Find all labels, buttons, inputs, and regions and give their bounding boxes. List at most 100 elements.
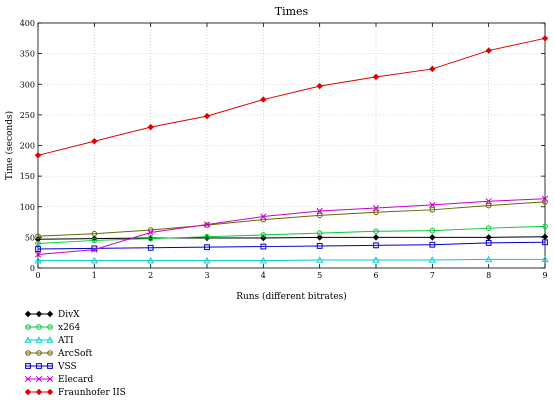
series-line-elecard bbox=[37, 198, 546, 256]
data-point-divx bbox=[260, 234, 267, 242]
chart-title: Times bbox=[275, 5, 309, 18]
legend-marker-elecard bbox=[46, 375, 54, 383]
data-point-fraunhofer-iis bbox=[34, 152, 42, 159]
data-point-elecard bbox=[91, 246, 98, 253]
legend-marker-arcsoft bbox=[36, 350, 42, 356]
x-tick-label: 1 bbox=[92, 271, 97, 280]
legend-marker-elecard bbox=[24, 375, 32, 383]
series-line-arcsoft bbox=[37, 201, 546, 237]
data-point-vss bbox=[147, 244, 154, 251]
y-tick-label: 300 bbox=[20, 80, 35, 89]
data-point-x264 bbox=[429, 227, 436, 234]
legend-label-ati: ATI bbox=[57, 336, 74, 346]
data-point-ati bbox=[90, 256, 98, 264]
data-point-divx bbox=[316, 234, 323, 241]
data-point-x264 bbox=[316, 230, 323, 236]
legend-label-elecard: Elecard bbox=[58, 375, 93, 385]
data-point-arcsoft bbox=[485, 202, 492, 209]
legend-label-x264: x264 bbox=[58, 323, 81, 333]
x-tick-label: 0 bbox=[35, 271, 40, 280]
x-tick-label: 9 bbox=[542, 271, 547, 280]
data-point-vss bbox=[316, 243, 323, 249]
legend-marker-x264 bbox=[25, 324, 31, 330]
data-point-fraunhofer-iis bbox=[485, 47, 492, 54]
x-tick-label: 3 bbox=[204, 271, 209, 280]
y-axis-label: Time (seconds) bbox=[4, 111, 15, 180]
x-tick-label: 6 bbox=[373, 271, 378, 280]
x-axis-label: Runs (different bitrates) bbox=[236, 291, 347, 302]
y-tick-label: 50 bbox=[25, 233, 35, 242]
legend-marker-fraunhofer-iis bbox=[46, 388, 54, 396]
data-point-elecard bbox=[316, 207, 323, 215]
data-point-fraunhofer-iis bbox=[91, 137, 98, 145]
legend-marker-elecard bbox=[35, 375, 43, 383]
data-point-elecard bbox=[541, 195, 549, 202]
data-point-fraunhofer-iis bbox=[541, 35, 549, 42]
data-point-arcsoft bbox=[429, 207, 436, 213]
y-tick-label: 0 bbox=[30, 264, 35, 273]
data-point-ati bbox=[428, 256, 436, 263]
data-point-vss bbox=[542, 239, 548, 246]
data-point-x264 bbox=[35, 240, 41, 247]
data-point-x264 bbox=[542, 223, 548, 230]
data-point-vss bbox=[204, 244, 210, 251]
data-point-x264 bbox=[204, 233, 210, 240]
series-line-fraunhofer-iis bbox=[37, 37, 546, 156]
data-point-vss bbox=[373, 242, 379, 249]
data-point-arcsoft bbox=[91, 230, 98, 237]
x-tick-label: 2 bbox=[148, 271, 153, 280]
series-line-ati bbox=[38, 258, 545, 262]
legend-marker-ati bbox=[24, 336, 32, 343]
data-point-arcsoft bbox=[316, 212, 323, 219]
data-point-x264 bbox=[260, 232, 267, 238]
data-point-fraunhofer-iis bbox=[316, 82, 323, 90]
data-point-elecard bbox=[429, 201, 436, 209]
series-line-x264 bbox=[37, 225, 546, 244]
data-point-elecard bbox=[203, 221, 211, 228]
legend-marker-divx bbox=[35, 310, 43, 318]
legend-label-vss: VSS bbox=[57, 362, 77, 372]
data-point-ati bbox=[34, 256, 42, 264]
series-line-divx bbox=[37, 236, 546, 240]
legend-marker-fraunhofer-iis bbox=[35, 388, 43, 396]
legend-marker-ati bbox=[46, 336, 54, 343]
y-tick-label: 150 bbox=[20, 172, 35, 181]
x-tick-label: 5 bbox=[317, 271, 322, 280]
x-tick-label: 7 bbox=[430, 271, 435, 280]
legend-marker-x264 bbox=[47, 324, 53, 330]
y-tick-label: 400 bbox=[20, 19, 35, 28]
data-point-ati bbox=[372, 256, 380, 263]
data-point-elecard bbox=[34, 251, 42, 258]
legend-marker-arcsoft bbox=[47, 350, 53, 356]
data-point-divx bbox=[541, 233, 549, 240]
data-point-x264 bbox=[485, 225, 492, 231]
data-point-fraunhofer-iis bbox=[203, 112, 211, 120]
y-tick-label: 100 bbox=[20, 203, 35, 212]
data-point-x264 bbox=[147, 235, 154, 242]
data-point-elecard bbox=[485, 198, 492, 205]
data-point-arcsoft bbox=[542, 199, 548, 205]
data-point-ati bbox=[541, 255, 549, 263]
data-point-vss bbox=[260, 243, 267, 250]
data-point-fraunhofer-iis bbox=[147, 123, 154, 131]
data-point-ati bbox=[147, 256, 155, 264]
legend-marker-divx bbox=[46, 310, 54, 318]
data-point-x264 bbox=[91, 237, 98, 244]
data-point-arcsoft bbox=[373, 209, 379, 216]
data-point-vss bbox=[485, 239, 492, 246]
data-point-divx bbox=[429, 234, 436, 241]
data-point-ati bbox=[485, 255, 493, 263]
legend-label-divx: DivX bbox=[58, 310, 80, 320]
data-point-ati bbox=[316, 256, 324, 263]
legend-marker-vss bbox=[25, 363, 31, 369]
data-point-fraunhofer-iis bbox=[429, 65, 436, 73]
legend-marker-x264 bbox=[36, 324, 42, 330]
legend-marker-vss bbox=[47, 363, 53, 369]
data-point-fraunhofer-iis bbox=[372, 73, 380, 81]
data-point-arcsoft bbox=[35, 233, 41, 239]
legend-marker-ati bbox=[35, 336, 43, 343]
y-tick-label: 250 bbox=[20, 111, 35, 120]
data-point-ati bbox=[259, 256, 267, 264]
data-point-divx bbox=[485, 234, 492, 241]
